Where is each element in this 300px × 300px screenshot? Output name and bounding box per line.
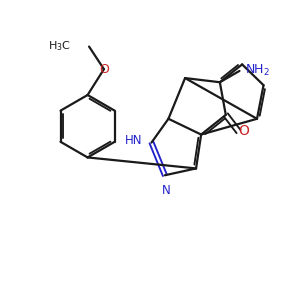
- Text: O: O: [99, 63, 109, 76]
- Text: N: N: [162, 184, 171, 196]
- Text: HN: HN: [125, 134, 142, 147]
- Text: O: O: [238, 124, 249, 138]
- Text: H$_3$C: H$_3$C: [48, 40, 71, 53]
- Text: NH$_2$: NH$_2$: [245, 63, 270, 79]
